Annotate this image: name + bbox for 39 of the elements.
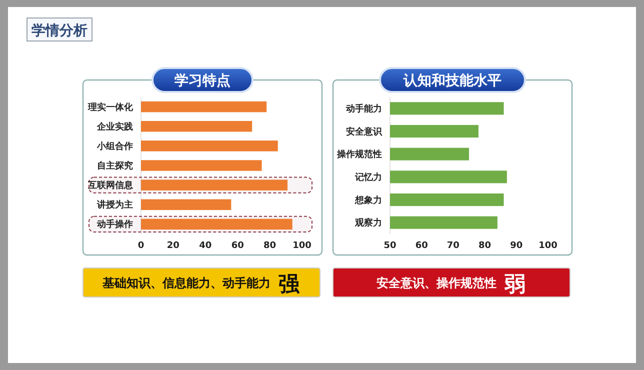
y-tick-label: 安全意识 [346,126,383,138]
bar [141,120,252,132]
y-tick-label: 互联网信息 [87,180,134,192]
text: 强 [278,272,300,296]
x-tick-label: 80 [478,241,492,251]
bar [141,160,262,171]
y-tick-label: 企业实践 [96,121,133,132]
y-tick-label: 自主探究 [97,160,133,172]
bar [141,218,292,230]
x-tick-label: 100 [292,241,312,251]
text: 弱 [504,272,526,296]
x-tick-label: 40 [199,241,212,251]
y-tick-label: 理实一体化 [87,102,134,113]
x-tick-label: 80 [264,241,276,251]
y-tick-label: 想象力 [354,194,382,206]
x-tick-label: 100 [538,241,558,251]
bar [141,140,278,152]
x-tick-label: 20 [166,241,180,251]
y-tick-label: 动手操作 [96,219,133,230]
x-tick-label: 0 [138,241,144,251]
text: 安全意识、操作规范性 [376,276,496,290]
x-tick-label: 70 [446,241,460,251]
y-tick-label: 观察力 [354,218,382,229]
y-tick-label: 动手能力 [345,103,382,114]
x-tick-label: 60 [415,241,428,251]
text: 学情分析 [32,23,88,39]
chart-title: 认知和技能水平 [402,73,502,89]
y-tick-label: 小组合作 [96,140,133,152]
x-tick-label: 60 [231,241,244,251]
x-tick-label: 90 [510,241,523,251]
x-tick-label: 50 [384,241,396,251]
chart-title: 学习特点 [174,73,230,89]
y-tick-label: 讲授为主 [96,200,133,211]
bar [141,101,267,112]
bar [141,180,288,190]
y-tick-label: 操作规范性 [336,149,382,160]
bar [141,199,232,210]
text: 基础知识、信息能力、动手能力 [102,276,270,290]
y-tick-label: 记忆力 [354,172,382,183]
